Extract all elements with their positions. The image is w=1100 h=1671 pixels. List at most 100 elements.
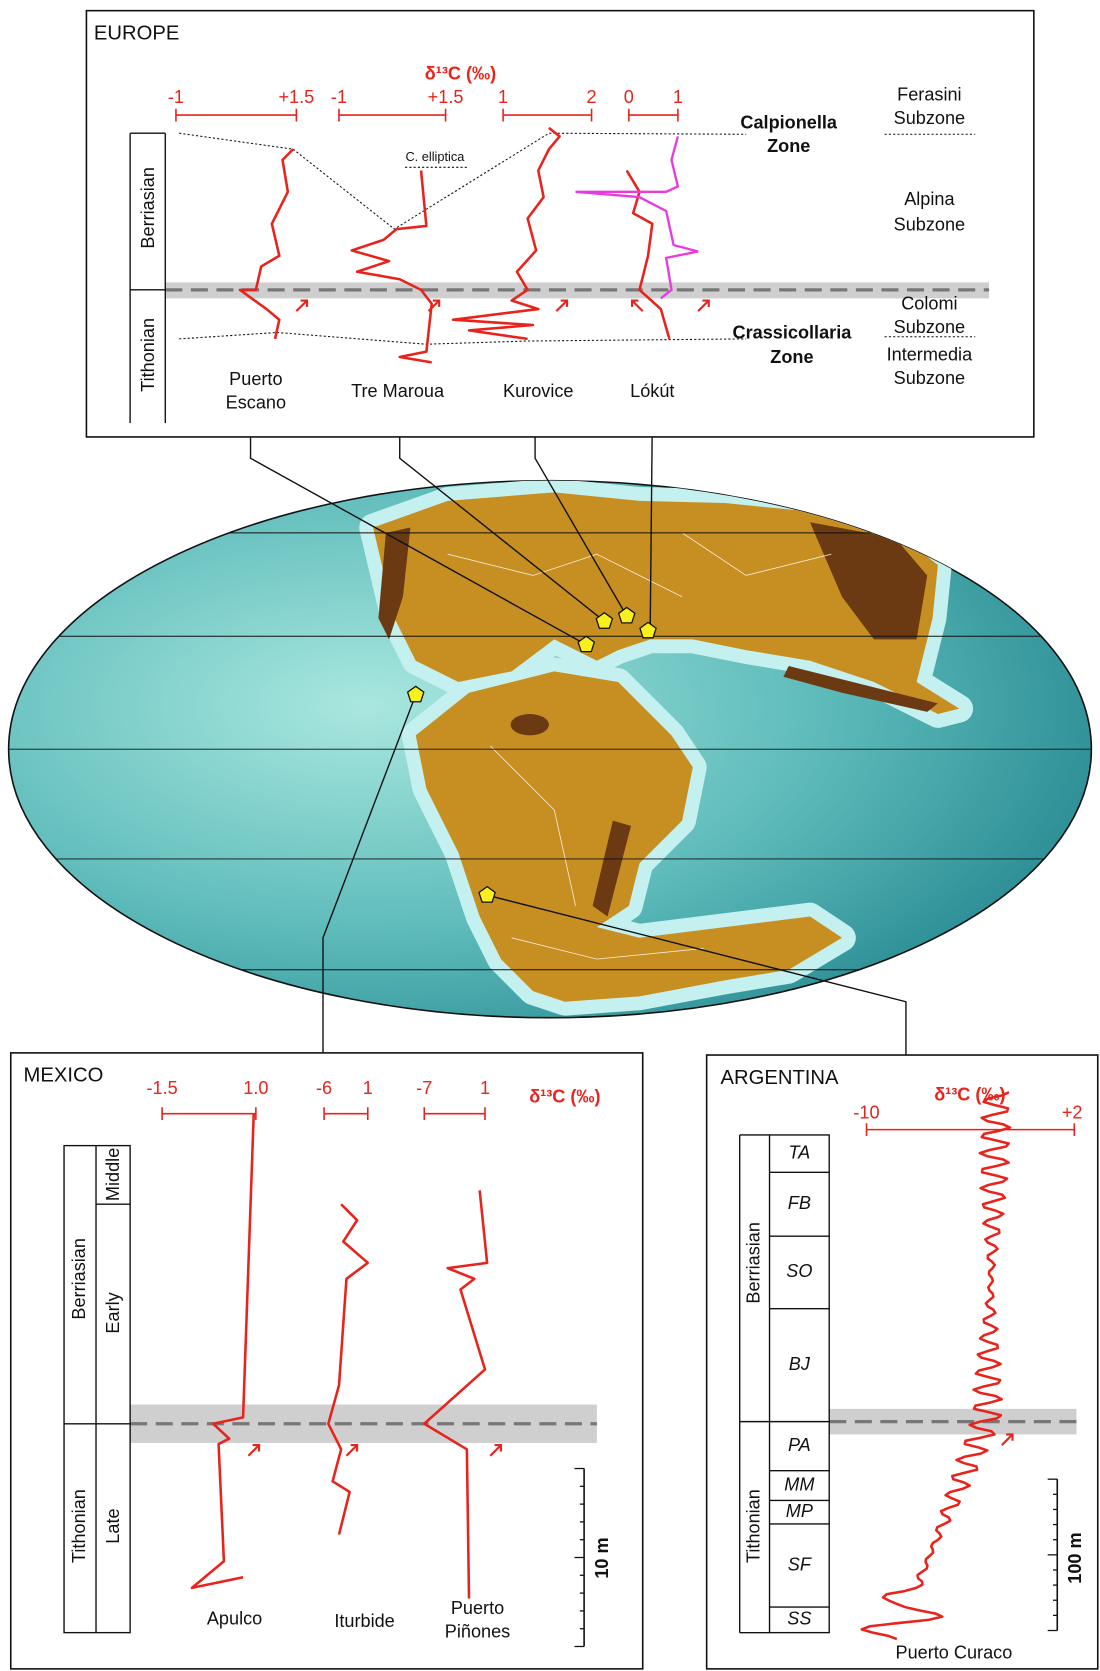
labels: EUROPE δ¹³C (‰) -1 +1.5 -1 +1.5 1 2 0 1 Berriasian… [24, 22, 1086, 1662]
arrow-head [560, 299, 569, 307]
argentina-zones-n: BJ [789, 1354, 811, 1374]
site-marker [406, 685, 425, 703]
europe-zones-n-n: Crassicollaria [733, 322, 853, 342]
mexico-axis_label: δ¹³C (‰) [529, 1086, 600, 1106]
europe-sections-n-n: Lókút [630, 381, 674, 401]
arrow-head [300, 299, 309, 307]
europe-panel [85, 9, 1035, 438]
mexico-substages-n: Early [103, 1291, 123, 1333]
europe-annotation: C. elliptica [405, 149, 465, 164]
mexico-title: MEXICO [24, 1065, 104, 1087]
argentina-zones-n: MP [786, 1501, 813, 1521]
arrow [427, 299, 440, 312]
europe-scales-n-n: 2 [587, 87, 597, 107]
argentina-scale_bar: 100 m [1065, 1532, 1085, 1583]
argentina-zones-n: SF [788, 1554, 812, 1574]
europe-zones-n-n: Zone [770, 347, 813, 367]
mexico-substages-n: Late [103, 1508, 123, 1543]
arrow-head [432, 299, 441, 307]
mexico-sections-n-n: Apulco [207, 1609, 262, 1629]
site-marker [595, 611, 614, 629]
argentina-zones-n: FB [788, 1193, 811, 1213]
europe-subzones-n-n: Subzone [894, 108, 966, 128]
site-markers [406, 606, 657, 903]
europe-scales-n-n: 0 [624, 87, 634, 107]
arrow-head [494, 1444, 503, 1452]
mexico-stages-n: Berriasian [69, 1238, 89, 1320]
arrow [489, 1444, 502, 1457]
europe-sections-n-n: Puerto [229, 369, 282, 389]
arrow [697, 299, 710, 312]
mexico-panel [9, 1052, 644, 1670]
mexico-scales-n-n: -6 [316, 1078, 332, 1098]
europe-axis_label: δ¹³C (‰) [425, 63, 496, 83]
europe-subzones-n-n: Subzone [894, 215, 966, 235]
mexico-scales-n-n: -7 [416, 1078, 432, 1098]
mexico-sections-n-n: Iturbide [334, 1611, 394, 1631]
mexico-scale_bar: 10 m [592, 1537, 612, 1578]
argentina-panel [705, 1054, 1099, 1670]
arrow [247, 1444, 260, 1457]
europe-scales-n-n: +1.5 [278, 87, 314, 107]
europe-subzones-n-n: Colomi [901, 294, 957, 314]
europe-sections-n-n: Kurovice [503, 381, 573, 401]
europe-subzones-n-n: Subzone [894, 368, 966, 388]
site-marker [617, 606, 636, 624]
arrow [631, 299, 644, 312]
mexico-stages-n: Tithonian [69, 1489, 89, 1563]
argentina-zones-n: SS [787, 1609, 811, 1629]
europe-zones-n-n: Calpionella [740, 112, 838, 132]
europe-scales-n-n: -1 [168, 87, 184, 107]
arrow-head [252, 1444, 261, 1452]
europe-sections-n-n: Tre Maroua [351, 381, 445, 401]
site-marker [639, 621, 657, 639]
europe-zones-n-n: Zone [767, 136, 810, 156]
argentina-zones-n: MM [784, 1474, 815, 1494]
argentina-title: ARGENTINA [721, 1067, 840, 1089]
argentina-curve [860, 1091, 1012, 1641]
arrow [295, 299, 308, 312]
arrows [247, 299, 1014, 1457]
arrow-head [1006, 1433, 1014, 1441]
site-marker [577, 635, 596, 653]
europe-stages-n: Tithonian [138, 318, 158, 392]
argentina-section: Puerto Curaco [896, 1643, 1013, 1663]
europe-sections-n-n: Escano [226, 393, 286, 413]
europe-scales-n-n: 1 [498, 87, 508, 107]
europe-scales-n-n: -1 [331, 87, 347, 107]
arrow [1001, 1433, 1014, 1446]
europe-scales-n-n: +1.5 [428, 87, 464, 107]
scale-bars [161, 108, 1076, 1648]
mexico-scales-n-n: 1 [363, 1078, 373, 1098]
paleo-map [7, 479, 1093, 1019]
argentina-scale-n: -10 [853, 1102, 879, 1122]
mexico-sections-n-n: Piñones [445, 1621, 510, 1641]
mexico-substages-n: Middle [103, 1148, 123, 1201]
mexico-scales-n-n: 1.0 [243, 1078, 268, 1098]
argentina-zones-n: SO [786, 1261, 812, 1281]
europe-stages-n: Berriasian [138, 167, 158, 249]
arrow [345, 1444, 358, 1457]
arrow-head [702, 299, 710, 307]
europe-subzones-n-n: Intermedia [887, 345, 973, 365]
europe-subzones-n-n: Alpina [904, 189, 955, 209]
europe-title: EUROPE [94, 22, 179, 44]
mexico-scales-n-n: 1 [480, 1078, 490, 1098]
argentina-axis_label: δ¹³C (‰) [934, 1084, 1005, 1104]
argentina-stages-n: Berriasian [743, 1222, 763, 1304]
europe-subzones-n-n: Ferasini [897, 85, 961, 105]
europe-scales-n-n: 1 [673, 87, 683, 107]
argentina-scale-n: +2 [1062, 1102, 1083, 1122]
mexico-scales-n-n: -1.5 [146, 1078, 177, 1098]
arrow-head [350, 1444, 359, 1452]
argentina-zones-n: TA [788, 1142, 810, 1162]
mexico-sections-n-n: Puerto [451, 1598, 504, 1618]
arrow [555, 299, 568, 312]
argentina-zones-n: PA [788, 1435, 811, 1455]
arrow-head [630, 299, 639, 307]
europe-subzones-n-n: Subzone [894, 317, 966, 337]
site-marker [478, 885, 496, 903]
argentina-stages-n: Tithonian [743, 1489, 763, 1563]
